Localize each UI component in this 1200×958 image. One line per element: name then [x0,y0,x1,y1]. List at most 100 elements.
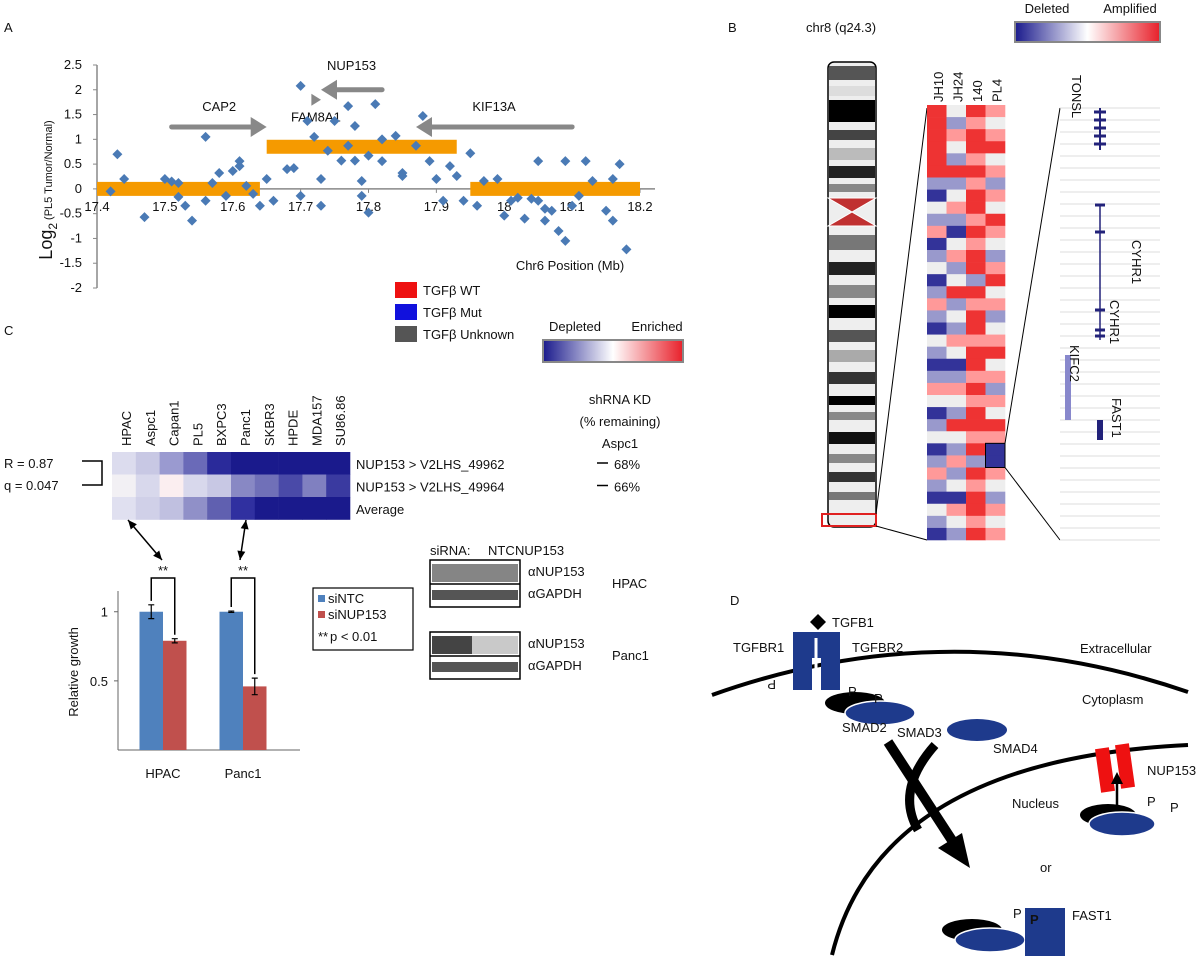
zoom-line [875,525,928,541]
x-axis-title: Chr6 Position (Mb) [516,258,624,273]
data-point [553,226,564,237]
heatmap-column-label: SKBR3 [262,403,277,446]
segment [470,181,640,196]
data-point [315,173,326,184]
y-axis-title-sub: 2 [46,223,60,230]
heatmap-cell [946,213,967,227]
gene-label: KIFC2 [1067,345,1082,382]
chromosome-band [829,492,875,500]
chromosome-band [829,235,875,250]
chromosome-band [829,472,875,482]
heatmap-cell [966,443,986,456]
heatmap-cell [966,262,986,275]
data-point [214,168,225,179]
heatmap-cell [946,395,967,408]
blot-band [432,636,472,654]
y-tick-label: 1.5 [64,107,82,122]
x-tick-label: 17.5 [152,199,177,214]
data-point [601,205,612,216]
chromosome-band [829,148,875,160]
heatmap-cell [985,455,1006,468]
data-point [200,131,211,142]
heatmap-cell [112,474,137,498]
heatmap-column-label: HPAC [119,411,134,446]
heatmap-cell [985,515,1006,529]
heatmap-column-label: PL5 [190,423,205,446]
panel-letter: C [4,323,13,338]
legend-label: siNTC [328,591,364,606]
y-tick-label: 0.5 [64,156,82,171]
x-tick-label: 17.8 [356,199,381,214]
heatmap-cell [946,358,967,372]
chromosome-band [829,350,875,362]
heatmap-cell [966,515,986,529]
centromere [826,197,878,227]
heatmap-cell [966,395,986,408]
x-tick-label: Panc1 [225,766,262,781]
legend-swatch [318,595,325,602]
heatmap-cell [927,527,947,541]
heatmap-cell [254,497,279,520]
x-tick-label: 17.4 [84,199,109,214]
data-point [539,215,550,226]
data-point [573,190,584,201]
segment [266,139,457,154]
heatmap-cell [183,497,208,520]
data-point [234,156,245,167]
x-tick-label: 18.2 [627,199,652,214]
heatmap-cell [966,527,986,541]
heatmap-cell [966,467,986,480]
link-arrowhead [237,550,246,560]
data-point [397,168,408,179]
heatmap-cell [966,129,986,142]
data-point [343,101,354,112]
heatmap-cell [927,262,947,275]
heatmap-cell [135,474,160,498]
y-tick-label: 1 [75,131,82,146]
heatmap-cell [966,213,986,227]
heatmap-cell [966,370,986,384]
heatmap-cell [135,497,160,520]
heatmap-cell [278,497,303,520]
chromosome-band [829,66,875,80]
heatmap-cell [985,407,1006,420]
heatmap-cell [927,467,947,480]
heatmap-cell [927,382,947,396]
heatmap-cell [946,431,967,444]
heatmap-cell [927,129,947,142]
data-point [492,173,503,184]
y-axis-title: Relative growth [66,627,81,717]
nuclear-pore [1115,743,1135,789]
data-point [322,145,333,156]
heatmap-cell [985,503,1006,517]
chromosome-band [829,86,875,96]
data-point [268,195,279,206]
heatmap-cell [927,431,947,444]
heatmap-cell [927,117,947,130]
chromosome-band [829,184,875,192]
data-point [363,150,374,161]
ligand [810,614,826,630]
y-axis-title: Log2 (PL5 Tumor/Normal) [36,120,60,259]
legend-swatch [395,282,417,298]
smad-protein [947,719,1007,741]
kd-header: shRNA KD [589,392,651,407]
heatmap-column-label: SU86.86 [333,395,348,446]
heatmap-cell [927,503,947,517]
blot-header: siRNA: [430,543,470,558]
heatmap-cell [927,153,947,166]
heatmap-cell [946,455,967,468]
x-tick-label: 17.7 [288,199,313,214]
data-point [207,177,218,188]
gene-label: CYHR1 [1129,240,1144,284]
data-point [166,176,177,187]
phospho-label: P [1147,794,1156,809]
gene-label: CAP2 [202,99,236,114]
chromosome-band [829,166,875,178]
heatmap-cell [985,141,1006,154]
error-bar [148,604,155,620]
data-point [587,175,598,186]
heatmap-cell [254,474,279,498]
heatmap-cell [985,298,1006,311]
heatmap-cell [927,479,947,492]
